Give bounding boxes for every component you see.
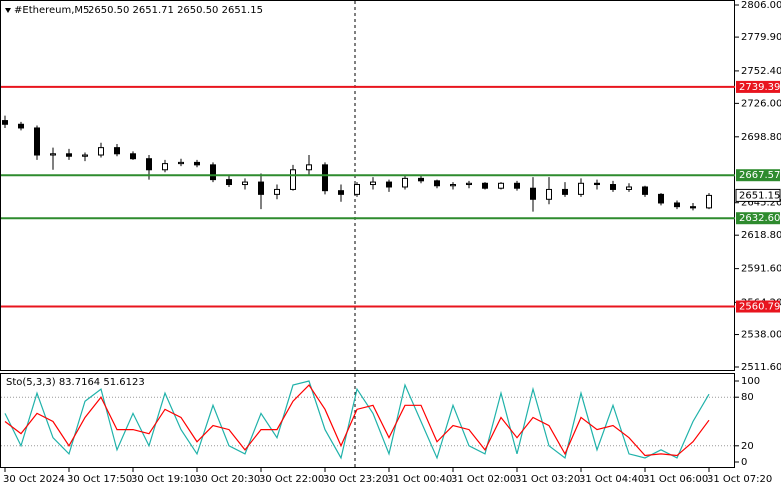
- candle-body: [466, 182, 472, 186]
- candle-body: [514, 182, 520, 189]
- x-tick-label: 30 Oct 20:30: [195, 474, 260, 485]
- x-tick-label: 31 Oct 03:20: [515, 474, 580, 485]
- x-tick-label: 31 Oct 02:00: [451, 474, 516, 485]
- candle-body: [2, 120, 8, 125]
- menu-icon: [5, 8, 11, 13]
- candle-body: [290, 169, 296, 190]
- candle-body: [322, 164, 328, 192]
- level-label-box: [736, 212, 780, 225]
- ohlc-label: 2650.50 2651.71 2650.50 2651.15: [88, 5, 263, 16]
- candle-body: [258, 181, 264, 195]
- candle-body: [130, 153, 136, 160]
- y-tick-label: 2806.00: [741, 0, 781, 11]
- candle-body: [50, 153, 56, 156]
- stoch-line: [4, 384, 710, 457]
- indicator-title: Sto(5,3,3) 83.7164 51.6123: [6, 377, 145, 388]
- candle-body: [274, 188, 280, 195]
- x-tick-label: 31 Oct 00:40: [387, 474, 452, 485]
- y-tick-label: 2538.00: [741, 330, 781, 341]
- stoch-line: [4, 380, 710, 460]
- x-tick-label: 31 Oct 06:00: [643, 474, 708, 485]
- candle-body: [450, 184, 456, 187]
- candle-body: [178, 161, 184, 165]
- level-label: 2560.79: [739, 302, 780, 313]
- candle-body: [18, 123, 24, 129]
- level-label-box: [736, 169, 780, 182]
- y-tick-label: 2511.60: [741, 362, 781, 373]
- level-label: 2739.39: [739, 82, 780, 93]
- candle-body: [386, 181, 392, 188]
- candle-body: [370, 181, 376, 186]
- level-label: 2667.57: [739, 170, 780, 181]
- stoch-panel: [0, 373, 735, 468]
- candle-body: [194, 161, 200, 166]
- candle-body: [482, 182, 488, 189]
- candle-body: [610, 184, 616, 190]
- candle-body: [418, 177, 424, 182]
- candle-body: [658, 193, 664, 204]
- candle-body: [706, 194, 712, 209]
- candle-body: [210, 164, 216, 181]
- chart-title: #Ethereum,M5: [14, 5, 89, 16]
- candle-body: [562, 188, 568, 195]
- candle-body: [546, 188, 552, 200]
- candle-body: [434, 180, 440, 187]
- candle-body: [578, 182, 584, 195]
- y-tick-label: 2645.20: [741, 198, 781, 209]
- candle-body: [82, 154, 88, 157]
- y-tick-label: 2591.60: [741, 264, 781, 275]
- y-tick-label: 80: [741, 392, 754, 403]
- candle-body: [114, 147, 120, 155]
- level-label-box: [736, 80, 780, 93]
- candle-body: [146, 158, 152, 171]
- y-tick-label: 2698.80: [741, 132, 781, 143]
- candle-body: [66, 153, 72, 157]
- candle-body: [98, 147, 104, 156]
- y-tick-label: 2726.00: [741, 98, 781, 109]
- level-label: 2632.60: [739, 213, 780, 224]
- last-price-label: 2651.15: [739, 190, 780, 201]
- x-tick-label: 31 Oct 07:20: [707, 474, 772, 485]
- y-tick-label: 2752.40: [741, 66, 781, 77]
- candle-body: [594, 182, 600, 186]
- x-tick-label: 30 Oct 19:10: [131, 474, 196, 485]
- candle-body: [354, 184, 360, 195]
- x-tick-label: 30 Oct 2024: [3, 474, 65, 485]
- candle-body: [626, 186, 632, 190]
- price-panel: [0, 0, 735, 371]
- level-label-box: [736, 300, 780, 313]
- y-tick-label: 100: [741, 376, 760, 387]
- x-tick-label: 30 Oct 17:50: [67, 474, 132, 485]
- candle-body: [530, 187, 536, 200]
- y-tick-label: 0: [741, 457, 747, 468]
- candle-body: [242, 181, 248, 186]
- x-tick-label: 30 Oct 22:00: [259, 474, 324, 485]
- candle-body: [338, 190, 344, 195]
- candle-body: [642, 186, 648, 195]
- candle-body: [162, 163, 168, 171]
- candle-body: [674, 202, 680, 208]
- x-tick-label: 30 Oct 23:20: [323, 474, 388, 485]
- last-price-box: [735, 188, 781, 202]
- x-tick-label: 31 Oct 04:40: [579, 474, 644, 485]
- candle-body: [226, 179, 232, 186]
- candle-body: [402, 177, 408, 188]
- candle-body: [306, 164, 312, 171]
- y-tick-label: 2779.90: [741, 32, 781, 43]
- candle-body: [34, 127, 40, 156]
- candle-body: [498, 182, 504, 189]
- y-tick-label: 20: [741, 441, 754, 452]
- y-tick-label: 2618.80: [741, 230, 781, 241]
- candle-body: [690, 206, 696, 209]
